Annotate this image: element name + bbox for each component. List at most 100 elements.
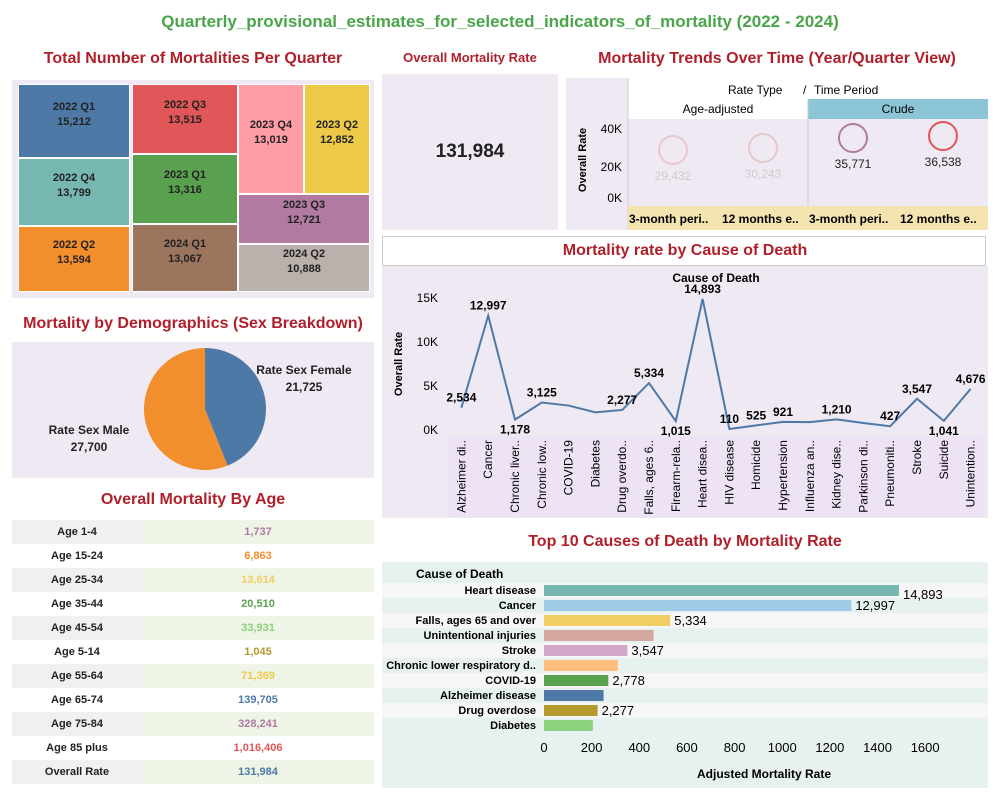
top10-xlabel: Adjusted Mortality Rate	[697, 767, 831, 781]
trends-chart: Rate Type / Time Period Age-adjusted Cru…	[566, 78, 988, 230]
treemap-cell-label: 2024 Q1	[163, 238, 207, 250]
trends-period-4: 12 months e..	[900, 212, 977, 226]
top10-data-label: 2,778	[612, 673, 645, 688]
cause-data-label: 4,676	[956, 372, 986, 386]
top10-header: Cause of Death	[416, 567, 503, 581]
top10-xtick: 1000	[768, 740, 797, 755]
cause-ylabel: Overall Rate	[393, 332, 405, 396]
treemap-cell: 2023 Q3 12,721	[238, 194, 370, 244]
pie-slice-male	[144, 348, 228, 470]
age-label: Age 75-84	[12, 712, 142, 736]
top10-category-label: Stroke	[502, 645, 536, 657]
trends-marker-2	[748, 133, 778, 163]
cause-category-label: Kidney dise..	[830, 440, 844, 509]
age-row: Age 55-64 71,369	[12, 664, 374, 688]
treemap-cell-label: 2023 Q3	[282, 199, 326, 211]
trends-marker-1	[658, 135, 688, 165]
treemap-cell: 2022 Q2 13,594	[18, 226, 130, 292]
top10-bar	[544, 615, 671, 626]
age-label: Age 55-64	[12, 664, 142, 688]
trends-value-4: 36,538	[925, 155, 962, 169]
treemap-cell-label: 2022 Q4	[52, 172, 96, 184]
age-row: Age 35-44 20,510	[12, 592, 374, 616]
cause-category-label: Pneumoniti..	[883, 440, 897, 507]
age-row: Age 65-74 139,705	[12, 688, 374, 712]
kpi-value: 131,984	[435, 141, 505, 162]
top10-xtick: 1200	[815, 740, 844, 755]
treemap-panel: 2022 Q1 15,212 2022 Q3 13,515 2023 Q4 13,019 2…	[12, 80, 374, 298]
pie-slice-female	[205, 348, 266, 466]
trends-group-crude: Crude	[882, 102, 915, 116]
trends-ytick-0k: 0K	[607, 191, 622, 205]
cause-category-label: Falls, ages 6..	[642, 440, 656, 515]
top10-category-label: COVID-19	[485, 675, 536, 687]
cause-category-label: Heart disea..	[696, 440, 710, 508]
top10-bar	[544, 705, 598, 716]
kpi-panel: 131,984	[382, 74, 558, 230]
cause-category-label: Stroke	[910, 440, 924, 475]
sex-panel: Rate Sex Female 21,725 Rate Sex Male 27,…	[12, 342, 374, 478]
top10-xtick: 1400	[863, 740, 892, 755]
age-row: Age 25-34 13,614	[12, 568, 374, 592]
top10-xtick: 400	[628, 740, 650, 755]
age-row: Age 75-84 328,241	[12, 712, 374, 736]
top10-bar	[544, 630, 654, 641]
age-label: Age 15-24	[12, 544, 142, 568]
top10-bar	[544, 600, 852, 611]
treemap-cell: 2023 Q4 13,019	[238, 84, 304, 194]
cause-data-label: 1,210	[822, 402, 852, 416]
cause-data-label: 3,125	[527, 386, 557, 400]
age-title: Overall Mortality By Age	[100, 491, 286, 508]
male-label: Rate Sex Male	[48, 423, 130, 437]
top10-data-label: 5,334	[674, 613, 707, 628]
treemap-cell-label: 2023 Q4	[249, 119, 293, 131]
top10-xtick: 1600	[911, 740, 940, 755]
trends-ytick-40k: 40K	[601, 122, 622, 136]
treemap-cell: 2022 Q3 13,515	[132, 84, 238, 154]
trends-title: Mortality Trends Over Time (Year/Quarter…	[598, 50, 956, 67]
cause-data-label: 2,534	[446, 391, 476, 405]
treemap-cell-value: 15,212	[57, 116, 91, 128]
top10-title: Top 10 Causes of Death by Mortality Rate	[528, 533, 842, 550]
treemap-cell-value: 12,852	[320, 134, 354, 146]
cause-category-label: HIV disease	[722, 440, 736, 505]
trends-value-1: 29,432	[655, 169, 692, 183]
treemap-cell-value: 13,019	[254, 134, 288, 146]
cause-category-label: Homicide	[749, 440, 763, 490]
top10-bar	[544, 660, 618, 671]
cause-category-label: Unintention..	[964, 440, 978, 507]
trends-header-left: Rate Type	[728, 83, 783, 97]
trends-ylabel: Overall Rate	[577, 128, 589, 192]
kpi-title: Overall Mortality Rate	[403, 50, 537, 65]
cause-category-label: Influenza an..	[803, 440, 817, 512]
age-label: Age 25-34	[12, 568, 142, 592]
cause-category-label: Chronic liver..	[508, 440, 522, 513]
age-row: Age 1-4 1,737	[12, 520, 374, 544]
trends-period-3: 3-month peri..	[809, 212, 888, 226]
treemap-cell: 2023 Q2 12,852	[304, 84, 370, 194]
top10-xtick: 800	[724, 740, 746, 755]
cause-category-label: Hypertension	[776, 440, 790, 511]
trends-marker-3	[838, 123, 868, 153]
age-row: Age 15-24 6,863	[12, 544, 374, 568]
top10-bar-chart: Cause of Death Heart disease 14,893 Cancer 1…	[382, 562, 988, 788]
top10-bar	[544, 675, 609, 686]
top10-data-label: 2,277	[602, 703, 635, 718]
age-row: Age 5-14 1,045	[12, 640, 374, 664]
trends-marker-4	[928, 121, 958, 151]
cause-ytick: 15K	[417, 291, 438, 305]
cause-category-label: Firearm-rela..	[669, 440, 683, 512]
treemap-cell-value: 13,594	[57, 254, 91, 266]
top10-category-label: Falls, ages 65 and over	[416, 615, 537, 627]
cause-ytick: 0K	[423, 423, 438, 437]
cause-category-label: Diabetes	[588, 440, 602, 487]
top10-data-label: 12,997	[855, 598, 895, 613]
top10-bar	[544, 585, 899, 596]
cause-data-label: 1,178	[500, 423, 530, 437]
treemap-title: Total Number of Mortalities Per Quarter	[43, 50, 343, 67]
female-label: Rate Sex Female	[256, 363, 352, 377]
treemap-cell-value: 13,515	[168, 114, 202, 126]
cause-category-label: Cancer	[481, 440, 495, 479]
top10-category-label: Chronic lower respiratory d..	[386, 660, 536, 672]
trends-value-3: 35,771	[835, 157, 872, 171]
